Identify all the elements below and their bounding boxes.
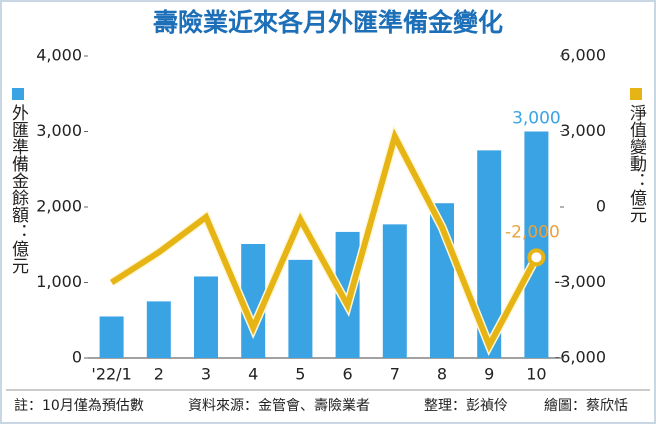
footnote: 整理：彭禎伶: [424, 398, 508, 414]
y2-tick-label: 0: [596, 197, 606, 216]
y2-tick-label: -3,000: [554, 272, 606, 291]
x-tick-label: '22/1: [91, 365, 131, 384]
legend-label: 外匯準備金餘額：億元: [8, 104, 29, 274]
x-tick-label: 10: [526, 365, 546, 384]
line: [109, 128, 540, 353]
bar: [524, 131, 549, 358]
y2-tick-label: 3,000: [560, 121, 606, 140]
bar: [194, 276, 218, 358]
y-tick-label: 0: [72, 348, 82, 367]
y-tick-label: 3,000: [36, 121, 82, 140]
x-tick-label: 2: [154, 365, 164, 384]
bar: [146, 301, 171, 358]
value-label: -2,000: [505, 222, 560, 242]
bar: [99, 316, 124, 358]
x-tick-label: 5: [295, 365, 305, 384]
legend-label: 淨值變動：億元: [626, 104, 647, 223]
footnote: 繪圖：蔡欣恬: [544, 397, 628, 414]
y2-tick-label: -6,000: [554, 348, 606, 367]
legend-swatch: [12, 88, 24, 100]
footnote: 註：10月僅為預估數: [14, 398, 144, 414]
bar: [288, 259, 313, 358]
x-tick-label: 7: [390, 365, 400, 384]
x-tick-label: 3: [201, 365, 211, 384]
value-label: 3,000: [512, 109, 561, 129]
x-tick-label: 4: [248, 365, 258, 384]
legend-swatch: [630, 88, 642, 100]
y-tick-label: 4,000: [36, 46, 82, 65]
x-tick-label: 8: [437, 365, 447, 384]
y-tick-label: 1,000: [36, 272, 82, 291]
footnote: 資料來源：金管會、壽險業者: [188, 398, 370, 414]
bar: [382, 224, 407, 358]
chart-title: 壽險業近來各月外匯準備金變化: [153, 8, 503, 37]
y-tick-label: 2,000: [36, 197, 82, 216]
line-point: [527, 248, 546, 267]
x-tick-label: 6: [343, 365, 353, 384]
x-tick-label: 9: [484, 365, 494, 384]
y2-tick-label: 6,000: [560, 46, 606, 65]
